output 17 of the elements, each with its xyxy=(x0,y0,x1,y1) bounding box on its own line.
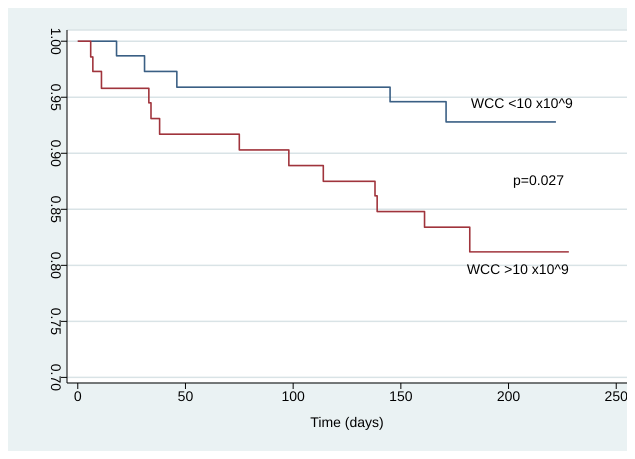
y-tick-label: 0.95 xyxy=(48,84,64,112)
y-tick-label: 0.75 xyxy=(48,308,64,336)
x-axis-title: Time (days) xyxy=(310,414,384,430)
x-tick-label: 100 xyxy=(281,388,306,404)
y-tick-label: 0.85 xyxy=(48,196,64,224)
annotation: p=0.027 xyxy=(513,172,564,188)
y-tick-label: 0.70 xyxy=(48,364,64,392)
y-tick-label: 1.00 xyxy=(48,28,64,56)
x-tick-label: 0 xyxy=(74,388,82,404)
y-tick-label: 0.90 xyxy=(48,140,64,168)
y-tick-label: 0.80 xyxy=(48,252,64,280)
x-tick-label: 200 xyxy=(496,388,520,404)
x-tick-label: 50 xyxy=(178,388,194,404)
x-tick-label: 150 xyxy=(389,388,413,404)
x-tick-label: 250 xyxy=(604,388,628,404)
series-label: WCC >10 x10^9 xyxy=(466,260,569,277)
series-label: WCC <10 x10^9 xyxy=(470,94,574,111)
